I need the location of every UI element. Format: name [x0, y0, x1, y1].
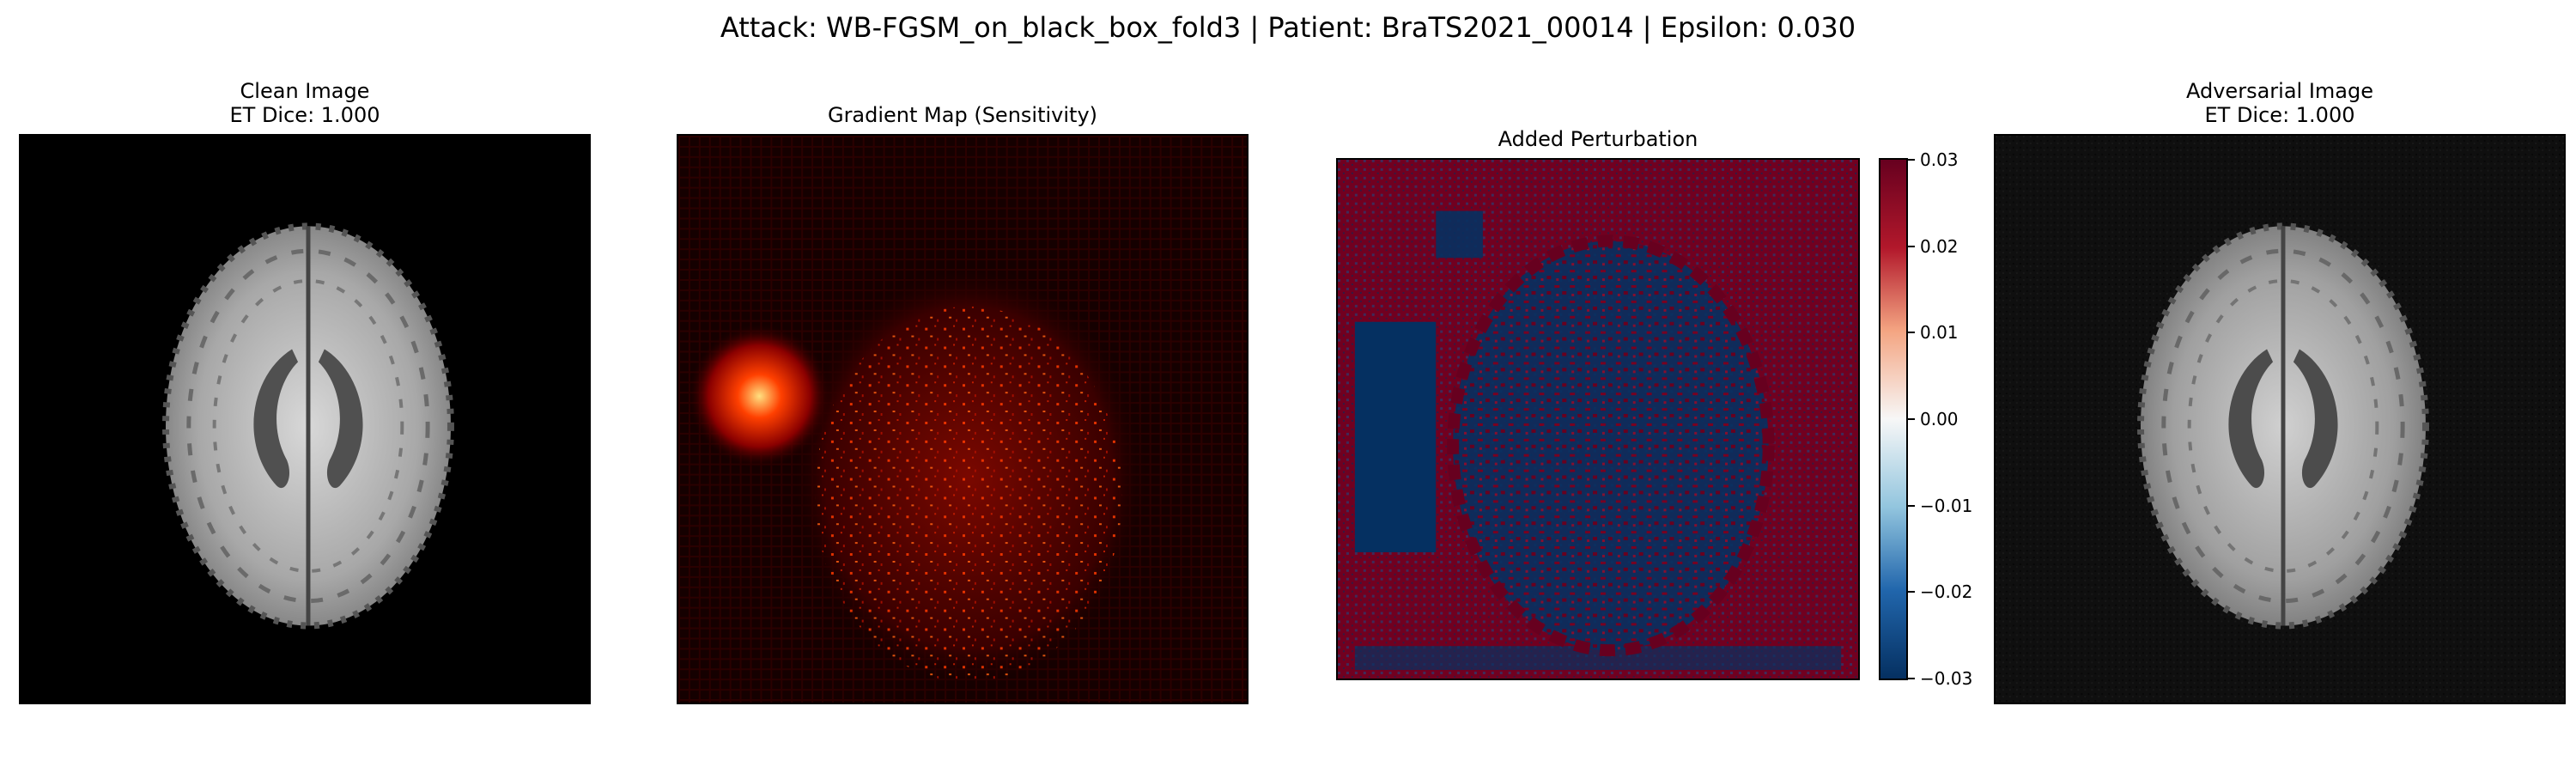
gradient-map-title: Gradient Map (Sensitivity) [827, 103, 1098, 127]
colorbar-tick-mark [1908, 332, 1915, 334]
adversarial-image-panel [1994, 134, 2566, 704]
brain-slice [162, 222, 454, 630]
adversarial-image-title: Adversarial Image ET Dice: 1.000 [1994, 79, 2566, 127]
clean-image-title-text: Clean Image [240, 79, 370, 103]
colorbar-tick-mark [1908, 504, 1915, 507]
perturbation-title: Added Perturbation [1498, 127, 1698, 151]
adversarial-image-dice: ET Dice: 1.000 [2204, 103, 2355, 127]
gradient-map-plot [678, 136, 1247, 703]
colorbar-tick-label: 0.02 [1920, 235, 1959, 257]
figure-suptitle: Attack: WB-FGSM_on_black_box_fold3 | Pat… [720, 11, 1856, 44]
gradient-map-panel [677, 134, 1249, 704]
perturbation-panel [1336, 158, 1860, 680]
colorbar-tick-label: 0.03 [1920, 149, 1959, 170]
clean-image-plot [21, 136, 589, 703]
colorbar-tick-label: 0.00 [1920, 409, 1959, 429]
clean-image-panel [19, 134, 591, 704]
colorbar-tick-label: −0.03 [1920, 668, 1973, 689]
colorbar-tick-label: −0.01 [1920, 495, 1973, 516]
adversarial-image-plot [1996, 136, 2564, 703]
colorbar-tick-mark [1908, 418, 1915, 420]
perturbation-colorbar [1879, 158, 1908, 680]
colorbar-tick-mark [1908, 159, 1915, 161]
colorbar-tick-mark [1908, 245, 1915, 247]
brain-slice-adversarial [2137, 222, 2429, 630]
colorbar-tick-label: −0.02 [1920, 581, 1973, 603]
clean-image-title: Clean Image ET Dice: 1.000 [19, 79, 591, 127]
adversarial-image-title-text: Adversarial Image [2186, 79, 2373, 103]
perturbation-plot [1338, 160, 1858, 679]
colorbar-tick-mark [1908, 591, 1915, 593]
colorbar-tick-mark [1908, 678, 1915, 679]
clean-image-dice: ET Dice: 1.000 [229, 103, 380, 127]
colorbar-tick-label: 0.01 [1920, 322, 1959, 344]
